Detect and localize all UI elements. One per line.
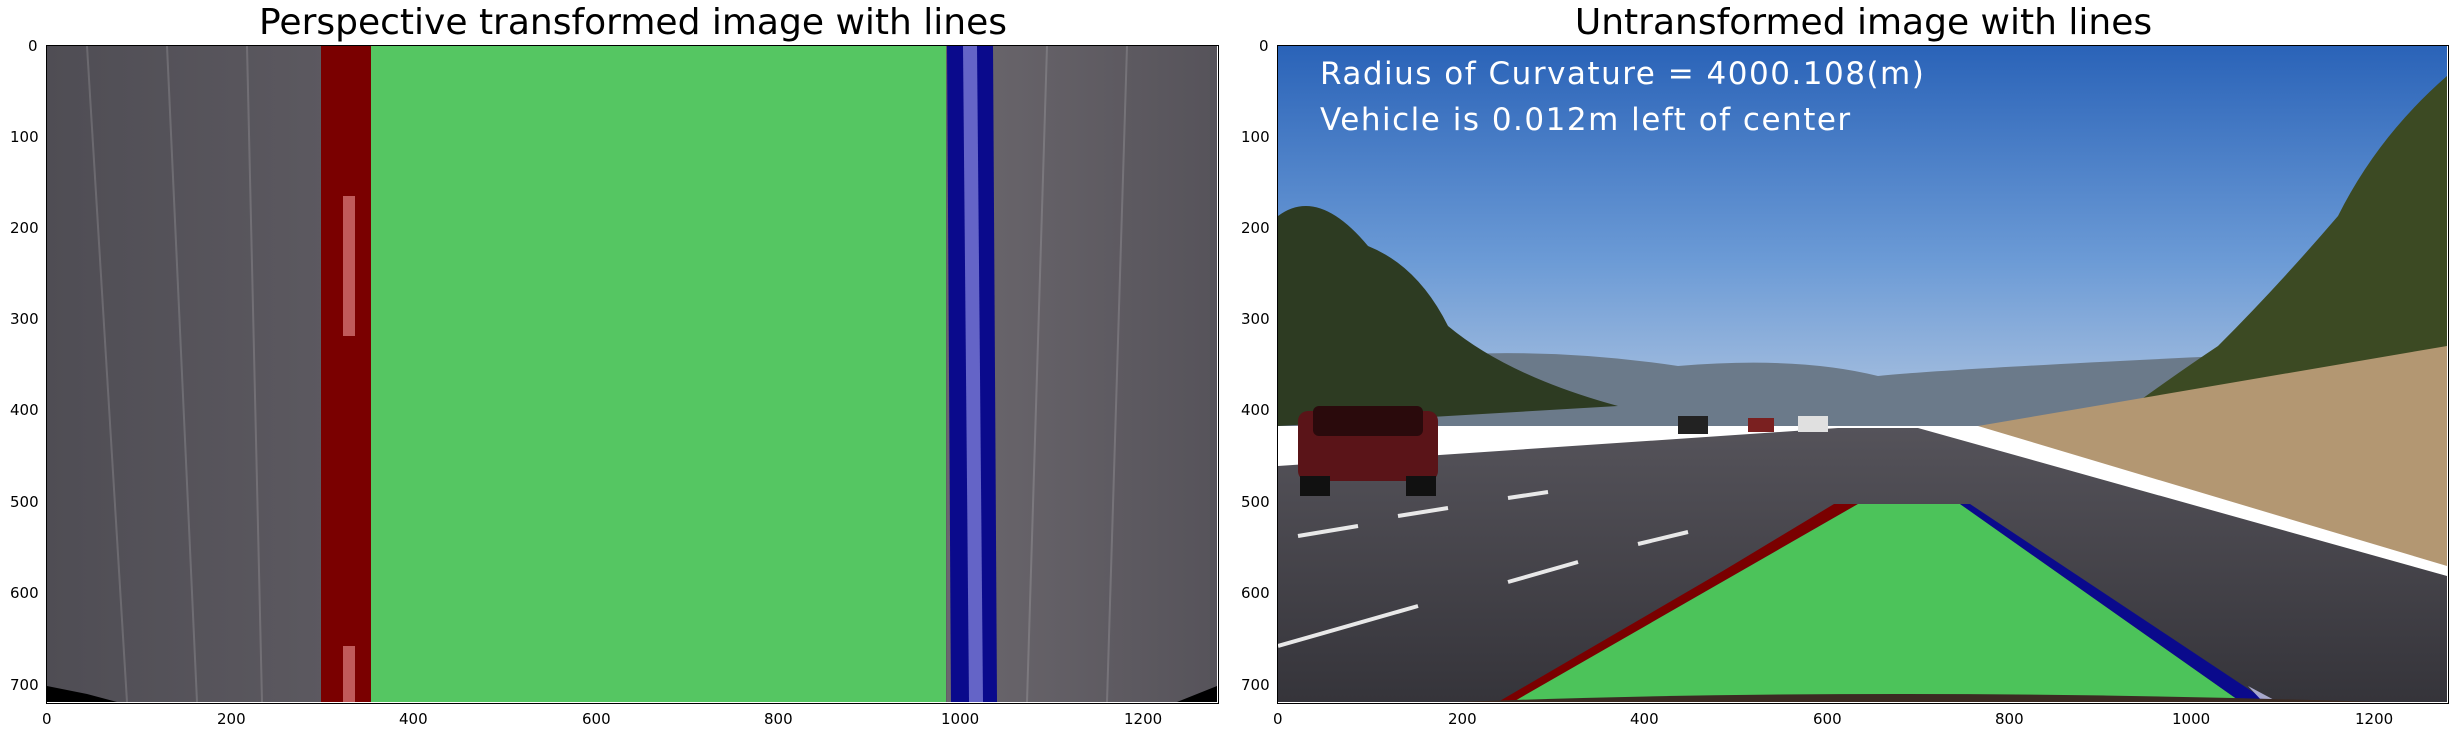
radius-of-curvature-text: Radius of Curvature = 4000.108(m) bbox=[1320, 56, 1926, 92]
right-trees bbox=[2078, 76, 2447, 446]
left-panel-title: Perspective transformed image with lines bbox=[259, 2, 1007, 43]
warped-road-image bbox=[47, 46, 1217, 702]
y-tick-label: 300 bbox=[10, 310, 39, 328]
x-tick-label: 1200 bbox=[1124, 710, 1163, 728]
road-scene-image bbox=[1278, 46, 2447, 702]
dry-grass bbox=[1978, 346, 2447, 566]
vehicle-offset-text: Vehicle is 0.012m left of center bbox=[1320, 102, 1852, 138]
right-panel-title: Untransformed image with lines bbox=[1574, 2, 2153, 43]
left-plot-area bbox=[46, 45, 1219, 704]
left-trees bbox=[1278, 206, 1618, 426]
x-tick-label: 0 bbox=[42, 710, 52, 728]
y-tick-label: 700 bbox=[1241, 676, 1270, 694]
x-tick-label: 600 bbox=[1813, 710, 1842, 728]
y-tick-label: 300 bbox=[1241, 310, 1270, 328]
right-plot-area: Radius of Curvature = 4000.108(m) Vehicl… bbox=[1277, 45, 2449, 704]
y-tick-label: 200 bbox=[1241, 219, 1270, 237]
x-tick-label: 0 bbox=[1273, 710, 1283, 728]
x-tick-label: 400 bbox=[399, 710, 428, 728]
x-tick-label: 400 bbox=[1630, 710, 1659, 728]
lane-area bbox=[371, 46, 946, 702]
y-tick-label: 100 bbox=[10, 128, 39, 146]
y-tick-label: 600 bbox=[10, 584, 39, 602]
y-tick-label: 0 bbox=[1259, 37, 1269, 55]
x-tick-label: 800 bbox=[764, 710, 793, 728]
left-lane-line bbox=[321, 46, 371, 702]
x-tick-label: 200 bbox=[1448, 710, 1477, 728]
y-tick-label: 500 bbox=[1241, 493, 1270, 511]
y-tick-label: 400 bbox=[1241, 401, 1270, 419]
x-tick-label: 200 bbox=[217, 710, 246, 728]
x-tick-label: 1000 bbox=[941, 710, 980, 728]
red-car bbox=[1298, 406, 1438, 496]
y-tick-label: 0 bbox=[28, 37, 38, 55]
y-tick-label: 700 bbox=[10, 676, 39, 694]
y-tick-label: 200 bbox=[10, 219, 39, 237]
x-tick-label: 1200 bbox=[2355, 710, 2394, 728]
x-tick-label: 1000 bbox=[2172, 710, 2211, 728]
y-tick-label: 600 bbox=[1241, 584, 1270, 602]
x-tick-label: 800 bbox=[1995, 710, 2024, 728]
y-tick-label: 100 bbox=[1241, 128, 1270, 146]
y-tick-label: 400 bbox=[10, 401, 39, 419]
y-tick-label: 500 bbox=[10, 493, 39, 511]
lane-area-overlay bbox=[1513, 504, 2241, 702]
x-tick-label: 600 bbox=[582, 710, 611, 728]
right-lane-line-overlay bbox=[1960, 504, 2268, 702]
